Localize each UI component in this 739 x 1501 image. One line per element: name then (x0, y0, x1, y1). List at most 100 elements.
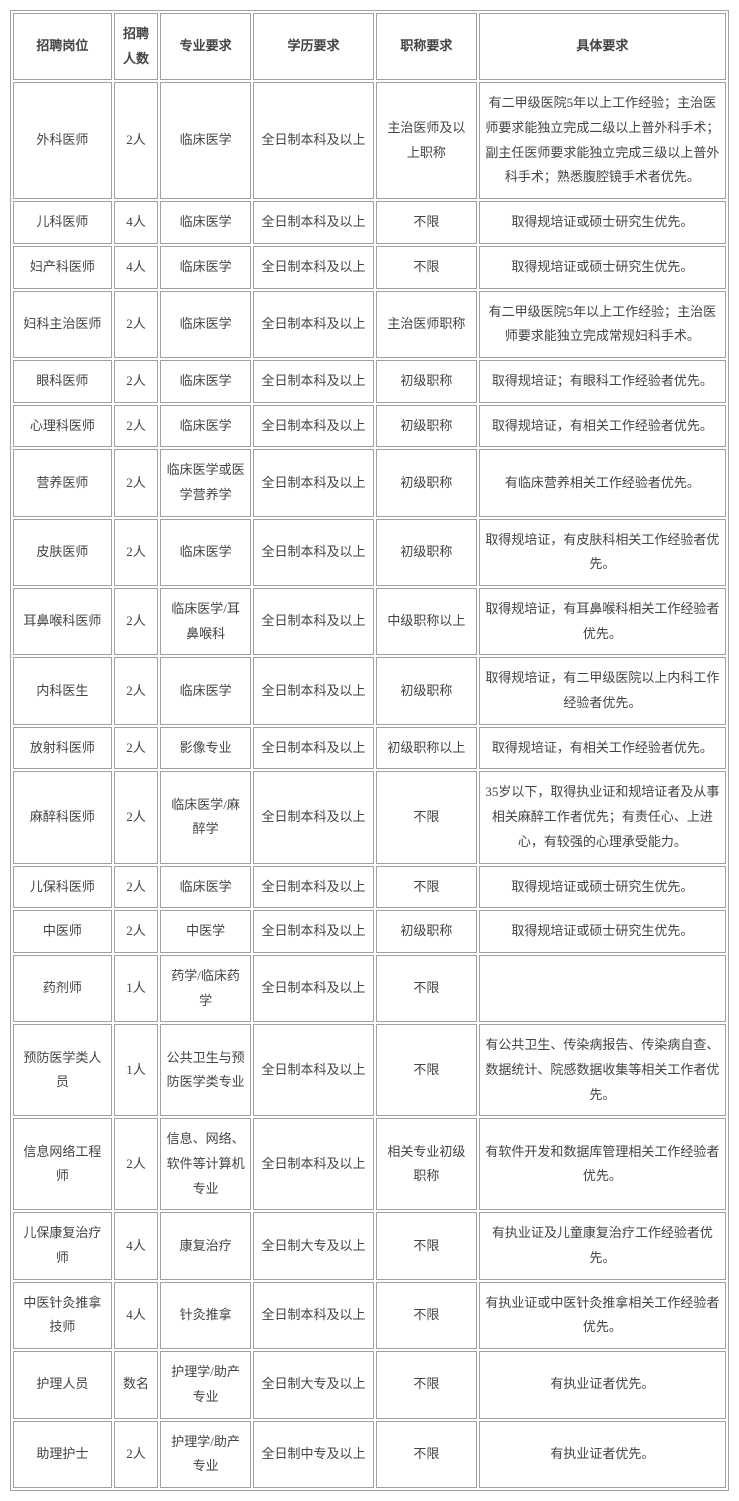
cell-education: 全日制本科及以上 (253, 866, 374, 909)
cell-education: 全日制本科及以上 (253, 82, 374, 199)
cell-major: 临床医学 (160, 866, 251, 909)
cell-position: 药剂师 (13, 955, 112, 1022)
cell-position: 皮肤医师 (13, 519, 112, 586)
table-row: 妇科主治医师2人临床医学全日制本科及以上主治医师职称有二甲级医院5年以上工作经验… (13, 291, 726, 358)
cell-position: 信息网络工程师 (13, 1118, 112, 1210)
cell-major: 临床医学/麻醉学 (160, 771, 251, 863)
cell-title: 初级职称 (376, 910, 477, 953)
header-title: 职称要求 (376, 13, 477, 80)
cell-title: 不限 (376, 1282, 477, 1349)
header-major: 专业要求 (160, 13, 251, 80)
cell-title: 不限 (376, 1212, 477, 1279)
cell-count: 2人 (114, 588, 158, 655)
cell-title: 初级职称 (376, 519, 477, 586)
cell-count: 2人 (114, 910, 158, 953)
cell-major: 临床医学 (160, 291, 251, 358)
cell-requirement: 35岁以下，取得执业证和规培证者及从事相关麻醉工作者优先；有责任心、上进心，有较… (479, 771, 726, 863)
cell-major: 临床医学/耳鼻喉科 (160, 588, 251, 655)
cell-position: 麻醉科医师 (13, 771, 112, 863)
cell-title: 不限 (376, 1421, 477, 1488)
table-row: 内科医生2人临床医学全日制本科及以上初级职称取得规培证，有二甲级医院以上内科工作… (13, 657, 726, 724)
cell-requirement: 取得规培证或硕士研究生优先。 (479, 910, 726, 953)
cell-major: 信息、网络、软件等计算机专业 (160, 1118, 251, 1210)
cell-count: 数名 (114, 1351, 158, 1418)
cell-title: 主治医师及以上职称 (376, 82, 477, 199)
cell-education: 全日制本科及以上 (253, 588, 374, 655)
cell-position: 放射科医师 (13, 727, 112, 770)
cell-requirement: 取得规培证，有耳鼻喉科相关工作经验者优先。 (479, 588, 726, 655)
table-row: 中医针灸推拿技师4人针灸推拿全日制本科及以上不限有执业证或中医针灸推拿相关工作经… (13, 1282, 726, 1349)
header-count: 招聘人数 (114, 13, 158, 80)
cell-count: 4人 (114, 246, 158, 289)
cell-count: 4人 (114, 1282, 158, 1349)
table-row: 耳鼻喉科医师2人临床医学/耳鼻喉科全日制本科及以上中级职称以上取得规培证，有耳鼻… (13, 588, 726, 655)
cell-education: 全日制大专及以上 (253, 1212, 374, 1279)
cell-title: 不限 (376, 955, 477, 1022)
cell-education: 全日制本科及以上 (253, 201, 374, 244)
cell-major: 康复治疗 (160, 1212, 251, 1279)
cell-requirement: 取得规培证，有相关工作经验者优先。 (479, 405, 726, 448)
cell-requirement (479, 955, 726, 1022)
cell-requirement: 有执业证者优先。 (479, 1351, 726, 1418)
cell-major: 临床医学 (160, 360, 251, 403)
cell-education: 全日制本科及以上 (253, 449, 374, 516)
table-header-row: 招聘岗位 招聘人数 专业要求 学历要求 职称要求 具体要求 (13, 13, 726, 80)
cell-major: 临床医学 (160, 201, 251, 244)
cell-count: 2人 (114, 866, 158, 909)
cell-title: 初级职称 (376, 360, 477, 403)
table-row: 妇产科医师4人临床医学全日制本科及以上不限取得规培证或硕士研究生优先。 (13, 246, 726, 289)
cell-position: 护理人员 (13, 1351, 112, 1418)
table-body: 外科医师2人临床医学全日制本科及以上主治医师及以上职称有二甲级医院5年以上工作经… (13, 82, 726, 1488)
cell-title: 主治医师职称 (376, 291, 477, 358)
cell-position: 心理科医师 (13, 405, 112, 448)
cell-title: 中级职称以上 (376, 588, 477, 655)
cell-education: 全日制本科及以上 (253, 1118, 374, 1210)
cell-requirement: 有临床营养相关工作经验者优先。 (479, 449, 726, 516)
cell-count: 2人 (114, 449, 158, 516)
cell-count: 2人 (114, 1118, 158, 1210)
cell-major: 护理学/助产专业 (160, 1351, 251, 1418)
cell-count: 2人 (114, 519, 158, 586)
cell-education: 全日制本科及以上 (253, 1024, 374, 1116)
cell-position: 妇产科医师 (13, 246, 112, 289)
header-education: 学历要求 (253, 13, 374, 80)
cell-education: 全日制大专及以上 (253, 1351, 374, 1418)
cell-education: 全日制本科及以上 (253, 955, 374, 1022)
cell-count: 1人 (114, 955, 158, 1022)
cell-count: 2人 (114, 771, 158, 863)
cell-title: 不限 (376, 1351, 477, 1418)
cell-requirement: 有二甲级医院5年以上工作经验；主治医师要求能独立完成二级以上普外科手术；副主任医… (479, 82, 726, 199)
cell-count: 2人 (114, 727, 158, 770)
table-row: 护理人员数名护理学/助产专业全日制大专及以上不限有执业证者优先。 (13, 1351, 726, 1418)
cell-count: 4人 (114, 201, 158, 244)
cell-major: 影像专业 (160, 727, 251, 770)
cell-count: 1人 (114, 1024, 158, 1116)
cell-requirement: 有二甲级医院5年以上工作经验；主治医师要求能独立完成常规妇科手术。 (479, 291, 726, 358)
cell-education: 全日制本科及以上 (253, 360, 374, 403)
cell-major: 针灸推拿 (160, 1282, 251, 1349)
cell-major: 临床医学或医学营养学 (160, 449, 251, 516)
cell-major: 药学/临床药学 (160, 955, 251, 1022)
cell-title: 相关专业初级职称 (376, 1118, 477, 1210)
cell-position: 内科医生 (13, 657, 112, 724)
cell-education: 全日制本科及以上 (253, 657, 374, 724)
cell-position: 儿保康复治疗师 (13, 1212, 112, 1279)
cell-major: 临床医学 (160, 82, 251, 199)
table-row: 儿科医师4人临床医学全日制本科及以上不限取得规培证或硕士研究生优先。 (13, 201, 726, 244)
cell-count: 2人 (114, 405, 158, 448)
table-row: 麻醉科医师2人临床医学/麻醉学全日制本科及以上不限35岁以下，取得执业证和规培证… (13, 771, 726, 863)
cell-requirement: 取得规培证；有眼科工作经验者优先。 (479, 360, 726, 403)
cell-count: 2人 (114, 291, 158, 358)
cell-title: 初级职称 (376, 405, 477, 448)
cell-requirement: 有软件开发和数据库管理相关工作经验者优先。 (479, 1118, 726, 1210)
cell-count: 2人 (114, 360, 158, 403)
cell-major: 临床医学 (160, 246, 251, 289)
header-position: 招聘岗位 (13, 13, 112, 80)
cell-position: 预防医学类人员 (13, 1024, 112, 1116)
cell-major: 公共卫生与预防医学类专业 (160, 1024, 251, 1116)
cell-education: 全日制中专及以上 (253, 1421, 374, 1488)
cell-count: 2人 (114, 82, 158, 199)
cell-requirement: 有执业证及儿童康复治疗工作经验者优先。 (479, 1212, 726, 1279)
cell-position: 眼科医师 (13, 360, 112, 403)
cell-position: 中医师 (13, 910, 112, 953)
